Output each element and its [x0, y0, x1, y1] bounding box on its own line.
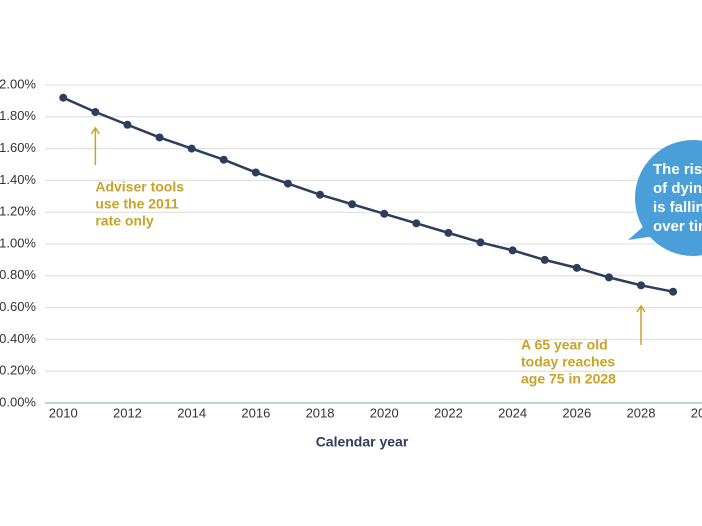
point	[444, 228, 453, 237]
x-tick-label: 2026	[562, 405, 591, 420]
y-tick-label: 2.00%	[0, 76, 36, 91]
y-tick-label: 0.40%	[0, 331, 36, 346]
y-tick-label: 1.00%	[0, 235, 36, 250]
point	[187, 144, 196, 153]
y-tick-label: 1.40%	[0, 172, 36, 187]
annotation-text: A 65 year old	[521, 337, 608, 353]
point	[637, 281, 646, 290]
annotation-text: age 75 in 2028	[521, 371, 616, 387]
annotation-arrowhead	[636, 304, 646, 313]
point	[508, 246, 517, 255]
point	[59, 93, 68, 102]
y-tick-label: 0.60%	[0, 299, 36, 314]
line	[62, 96, 674, 293]
point	[380, 209, 389, 218]
callout-tail	[628, 225, 655, 240]
x-tick-label: 2022	[434, 405, 463, 420]
x-tick-label: 2014	[177, 405, 206, 420]
x-tick-label: 2020	[370, 405, 399, 420]
callout-text: over time	[653, 218, 702, 235]
callout-text: The risk	[653, 161, 702, 178]
point	[604, 273, 613, 282]
y-tick-label: 0.20%	[0, 363, 36, 378]
callout: The risk of dying is falling over time	[628, 140, 702, 256]
point	[155, 133, 164, 142]
x-tick-label: 2030	[691, 405, 702, 420]
y-tick-label: 1.80%	[0, 108, 36, 123]
y-tick-label: 1.20%	[0, 204, 36, 219]
y-tick-label: 0.80%	[0, 267, 36, 282]
point	[540, 255, 549, 264]
point	[669, 287, 678, 296]
point	[123, 120, 132, 129]
x-tick-label: 2018	[306, 405, 335, 420]
y-tick-label: 1.60%	[0, 140, 36, 155]
point	[348, 200, 357, 209]
point	[412, 219, 421, 228]
point	[316, 190, 325, 199]
y-tick-label: 0.00%	[0, 394, 36, 409]
point	[572, 263, 581, 272]
callout-text: is falling	[653, 199, 702, 216]
callout-text: of dying	[653, 180, 702, 197]
x-tick-label: 2012	[113, 405, 142, 420]
point	[283, 179, 292, 188]
x-axis-title: Calendar year	[316, 434, 409, 450]
callout-bubble	[635, 140, 702, 256]
annotation-text: Adviser tools	[95, 179, 184, 195]
point	[91, 108, 100, 117]
point	[251, 168, 260, 177]
annotation-text: use the 2011	[95, 196, 178, 212]
x-tick-label: 2028	[627, 405, 656, 420]
point	[219, 155, 228, 164]
annotation-text: today reaches	[521, 354, 615, 370]
annotation-arrowhead	[90, 126, 100, 135]
annotation-text: rate only	[95, 213, 154, 229]
x-tick-label: 2016	[241, 405, 270, 420]
x-tick-label: 2010	[49, 405, 78, 420]
point	[476, 238, 485, 247]
x-tick-label: 2024	[498, 405, 527, 420]
